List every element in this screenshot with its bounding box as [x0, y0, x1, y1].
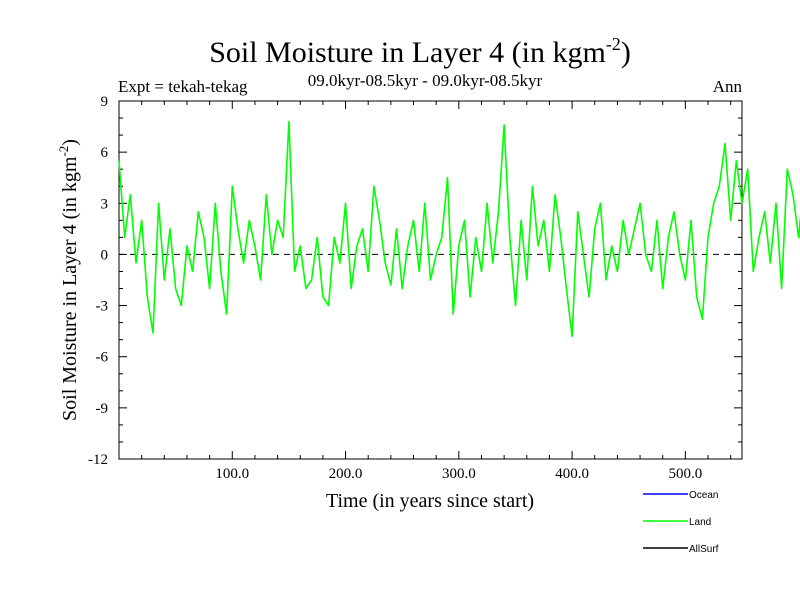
y-tick-label: -9	[96, 401, 109, 417]
x-tick-label: 200.0	[329, 466, 363, 482]
expt-label: Expt = tekah-tekag	[118, 77, 248, 96]
chart-title: Soil Moisture in Layer 4 (in kgm-2)	[209, 34, 631, 69]
y-tick-label: -3	[96, 299, 109, 315]
season-label: Ann	[713, 77, 743, 96]
x-axis: 100.0 200.0 300.0 400.0 500.0	[141, 101, 732, 482]
series-line-land	[118, 120, 800, 338]
x-axis-label: Time (in years since start)	[326, 490, 534, 512]
legend: Ocean Land AllSurf	[643, 490, 719, 555]
series-group	[118, 120, 800, 338]
y-axis-label: Soil Moisture in Layer 4 (in kgm-2)	[56, 139, 81, 421]
legend-label-land: Land	[689, 517, 711, 528]
legend-label-allsurf: AllSurf	[689, 544, 719, 555]
x-tick-label: 300.0	[442, 466, 476, 482]
y-tick-label: 9	[101, 94, 109, 110]
y-tick-label: -6	[96, 350, 109, 366]
x-tick-label: 100.0	[215, 466, 249, 482]
period-label: 09.0kyr-08.5kyr - 09.0kyr-08.5kyr	[308, 71, 543, 90]
x-tick-label: 400.0	[555, 466, 589, 482]
y-tick-label: 3	[101, 196, 109, 212]
y-tick-label: 6	[101, 145, 109, 161]
plot-frame	[118, 100, 743, 460]
y-axis: -12 -9 -6 -3 0 3 6 9	[88, 94, 742, 468]
legend-label-ocean: Ocean	[689, 490, 718, 501]
y-tick-label: -12	[88, 452, 108, 468]
x-tick-label: 500.0	[668, 466, 702, 482]
y-tick-label: 0	[101, 247, 109, 263]
